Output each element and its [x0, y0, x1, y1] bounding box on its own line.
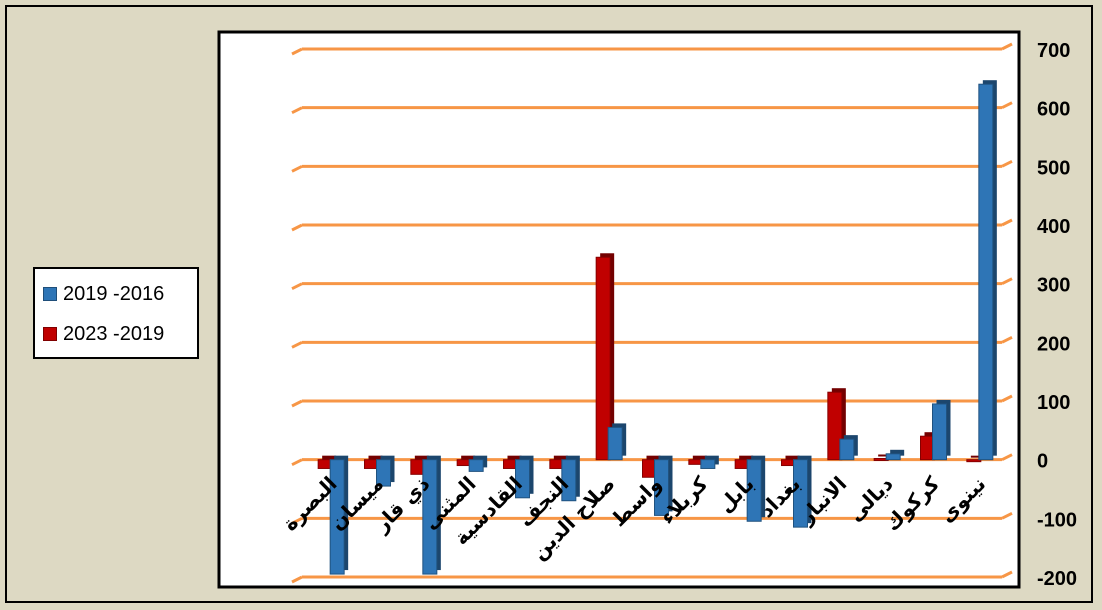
bar-shadow [970, 455, 985, 458]
y-tick-label: 200 [1037, 333, 1070, 355]
legend-label-series-2: 2023 -2019 [63, 322, 165, 345]
bar-shadow [692, 455, 707, 461]
plot-area [217, 30, 1021, 589]
legend-swatch-series-2 [43, 327, 57, 341]
bar-series-1 [839, 438, 855, 461]
bar-series-1 [329, 459, 345, 575]
y-tick-label: 400 [1037, 216, 1070, 238]
gridline-depth [291, 575, 303, 584]
legend: 2019 -2016 2023 -2019 [33, 267, 199, 359]
bar-shadow [890, 449, 905, 456]
bar-series-1 [654, 459, 669, 516]
y-axis-ticks: -200 -100 0 100 200 300 400 500 600 700 [1037, 40, 1077, 590]
gridline-depth [291, 164, 303, 173]
gridline-depth [1001, 159, 1013, 168]
bar-series-1 [561, 459, 577, 502]
gridline-depth [1001, 394, 1013, 403]
gridline-depth [1001, 218, 1013, 227]
bar-series-1 [515, 459, 530, 499]
gridline-depth [1001, 335, 1013, 344]
chart-frame: -200 -100 0 100 200 300 400 500 600 700 البصرة ميس… [5, 5, 1093, 603]
bar-series-1 [700, 459, 716, 469]
bar-series-1 [793, 459, 808, 528]
gridline-depth [291, 458, 303, 467]
y-tick-label: -100 [1037, 509, 1077, 531]
gridline-depth [1001, 570, 1013, 579]
gridline-depth [291, 223, 303, 232]
y-tick-label: 600 [1037, 99, 1070, 121]
gridline-depth [1001, 101, 1013, 110]
bar-series-2 [966, 459, 982, 463]
gridline-depth [291, 47, 303, 56]
legend-item-series-2: 2023 -2019 [43, 323, 164, 345]
bar-shadow [461, 455, 476, 462]
bar-series-1 [607, 426, 623, 461]
bar-shadow [878, 454, 893, 457]
bar-series-1 [468, 459, 484, 472]
bar-series-1 [885, 453, 901, 461]
y-tick-label: 500 [1037, 157, 1070, 179]
bar-series-2 [595, 256, 611, 461]
bars [317, 80, 997, 575]
bar-series-1 [932, 403, 947, 461]
y-tick-label: 0 [1037, 451, 1048, 473]
bar-series-1 [746, 459, 762, 522]
gridline-depth [1001, 42, 1013, 51]
legend-item-series-1: 2019 -2016 [43, 283, 164, 305]
gridline-depth [291, 282, 303, 291]
legend-swatch-series-1 [43, 287, 57, 301]
gridline-depth [291, 399, 303, 408]
bar-series-1 [422, 459, 438, 575]
bar-series-1 [376, 459, 391, 487]
gridline-depth [1001, 277, 1013, 286]
y-tick-label: 100 [1037, 392, 1070, 414]
y-tick-label: 700 [1037, 40, 1070, 62]
gridline-depth [1001, 511, 1013, 520]
gridline-depth [1001, 453, 1013, 462]
legend-label-series-1: 2019 -2016 [63, 282, 165, 305]
gridline-depth [291, 516, 303, 525]
gridline-depth [291, 106, 303, 115]
y-tick-label: -200 [1037, 568, 1077, 590]
gridline-depth [291, 340, 303, 349]
bar-series-2 [827, 391, 843, 461]
bar-series-1 [978, 83, 994, 461]
y-tick-label: 300 [1037, 275, 1070, 297]
bar-shadow [785, 455, 800, 462]
